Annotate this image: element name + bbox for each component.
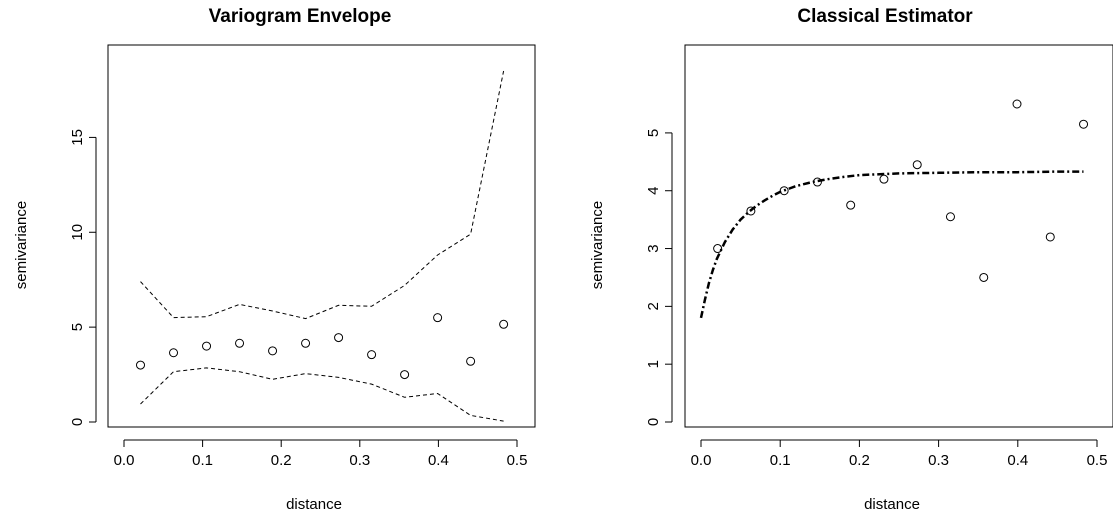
- x-axis: 0.0 0.1 0.2 0.3 0.4 0.5: [691, 439, 1108, 469]
- y-tick-label: 0: [69, 418, 86, 426]
- y-tick-label: 5: [69, 323, 86, 331]
- x-axis-label: distance: [286, 496, 342, 513]
- y-tick-label: 5: [645, 129, 662, 137]
- data-point: [136, 360, 146, 370]
- fitted-variogram-line: [699, 170, 1084, 319]
- data-point: [334, 333, 344, 343]
- data-point: [1012, 99, 1022, 109]
- y-tick-label: 0: [645, 418, 662, 426]
- data-point: [499, 319, 509, 329]
- data-point: [400, 370, 410, 380]
- data-point: [912, 160, 922, 170]
- plot-frame: [107, 44, 536, 428]
- x-tick-label: 0.2: [271, 452, 292, 469]
- y-axis-label: semivariance: [589, 201, 606, 289]
- x-tick-label: 0.1: [770, 452, 791, 469]
- data-point: [812, 177, 822, 187]
- y-tick-label: 2: [645, 302, 662, 310]
- x-tick-label: 0.3: [349, 452, 370, 469]
- lower-envelope-line: [140, 367, 504, 422]
- data-point: [169, 348, 179, 358]
- y-tick-label: 4: [645, 187, 662, 195]
- x-tick-label: 0.5: [507, 452, 528, 469]
- data-point: [301, 338, 311, 348]
- data-point: [235, 338, 245, 348]
- x-axis-label: distance: [864, 496, 920, 513]
- data-point: [367, 350, 377, 360]
- data-point: [779, 186, 789, 196]
- x-tick-label: 0.2: [849, 452, 870, 469]
- x-axis: 0.0 0.1 0.2 0.3 0.4 0.5: [114, 439, 528, 469]
- panel-classical-estimator: Classical Estimator 0.0 0.1 0.2 0.3 0.4 0.5 0…: [589, 6, 1113, 513]
- x-tick-label: 0.4: [428, 452, 449, 469]
- data-point: [846, 200, 856, 210]
- y-tick-label: 15: [69, 129, 86, 146]
- data-point: [879, 174, 889, 184]
- y-axis: 0 1 2 3 4 5: [645, 129, 673, 426]
- upper-envelope-line: [140, 70, 505, 320]
- y-axis-label: semivariance: [13, 201, 30, 289]
- panel-variogram-envelope: Variogram Envelope 0.0 0.1 0.2 0.3 0.4 0.5 0 5…: [13, 6, 536, 513]
- plot-area: [136, 70, 509, 422]
- data-point: [202, 341, 212, 351]
- y-tick-label: 3: [645, 244, 662, 252]
- y-tick-label: 10: [69, 224, 86, 241]
- y-tick-label: 1: [645, 360, 662, 368]
- plot-area: [699, 99, 1089, 319]
- data-point: [746, 206, 756, 216]
- data-point: [268, 346, 278, 356]
- x-tick-label: 0.1: [192, 452, 213, 469]
- x-tick-label: 0.0: [114, 452, 135, 469]
- data-point: [713, 244, 723, 254]
- x-tick-label: 0.3: [928, 452, 949, 469]
- data-point: [1045, 232, 1055, 242]
- y-axis: 0 5 10 15: [69, 129, 97, 426]
- x-tick-label: 0.5: [1087, 452, 1108, 469]
- chart-title: Classical Estimator: [797, 6, 973, 27]
- data-point: [466, 356, 476, 366]
- data-point: [433, 313, 443, 323]
- data-point: [1079, 119, 1089, 129]
- data-point: [945, 212, 955, 222]
- chart-title: Variogram Envelope: [209, 6, 392, 27]
- x-tick-label: 0.0: [691, 452, 712, 469]
- x-tick-label: 0.4: [1007, 452, 1028, 469]
- data-point: [979, 272, 989, 282]
- plot-frame: [684, 44, 1113, 428]
